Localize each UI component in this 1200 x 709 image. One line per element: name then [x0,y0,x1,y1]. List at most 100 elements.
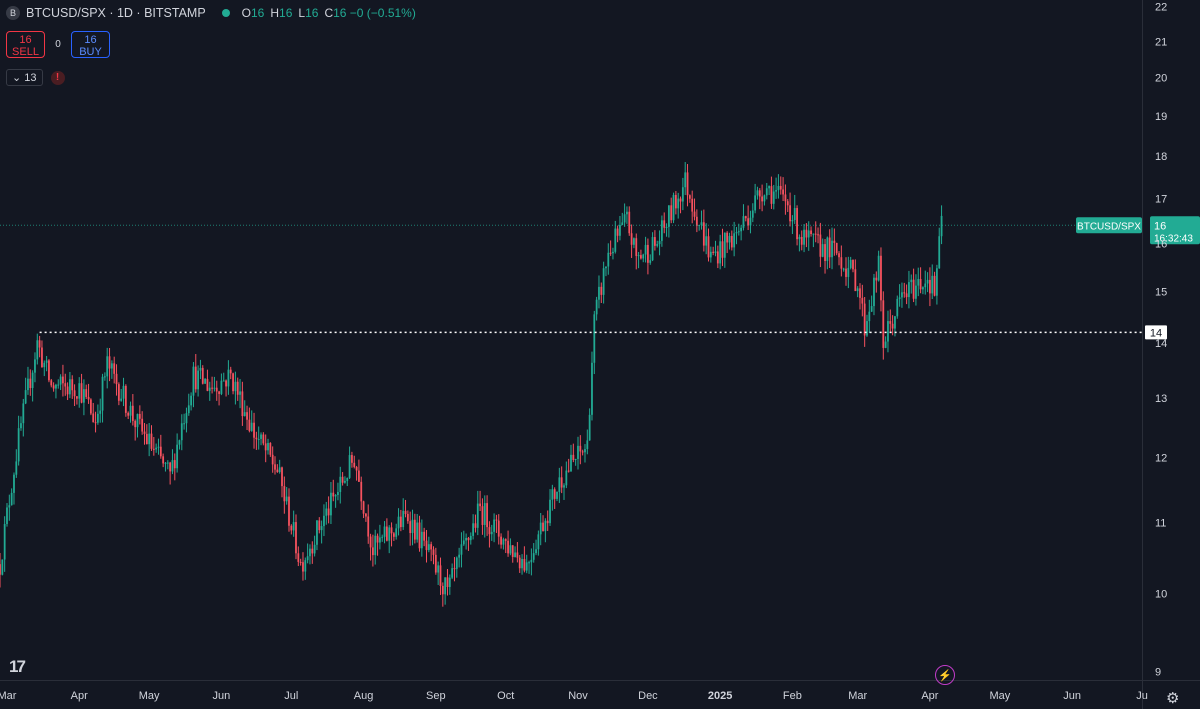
candle [691,190,694,224]
candle [749,210,752,234]
candle [903,282,906,298]
y-tick-label: 20 [1155,73,1167,85]
candle [3,516,6,572]
candle [99,398,102,423]
candle [756,186,759,200]
candle [423,527,426,547]
gear-icon[interactable]: ⚙ [1166,690,1180,707]
candle [889,309,892,333]
candle [681,177,684,211]
candle [905,284,908,305]
ohlc-low-label: L [298,6,306,20]
candle [337,482,339,501]
indicators-toggle-button[interactable]: ⌄ 13 [6,69,43,86]
candle [938,227,941,269]
candle [551,484,554,511]
svg-text:16: 16 [1154,220,1166,232]
symbol-title[interactable]: BTCUSD/SPX · 1D · BITSTAMP [26,6,206,20]
candle [761,184,764,212]
candle [122,377,125,407]
candle [378,524,381,550]
candle [318,517,321,534]
candle [344,476,346,484]
candle [628,206,631,236]
buy-button[interactable]: 16 BUY [71,31,110,58]
candle [199,359,202,380]
candle [413,513,416,544]
candle [253,412,255,449]
candle [667,205,670,238]
candle [544,518,547,543]
candle [910,274,913,294]
candle [106,347,109,389]
market-status-icon[interactable] [221,9,230,17]
candle [220,373,223,396]
candle [940,205,943,245]
sell-price: 16 [19,34,32,46]
candle [274,456,276,475]
candle [62,364,64,397]
candle [262,432,265,446]
candle [157,438,160,455]
candle [397,508,400,536]
candle [600,282,603,304]
candle [381,534,384,542]
candle [448,574,451,595]
candle [201,365,204,385]
candle [38,335,41,358]
ohlc-close-value: 16 −0 (−0.51%) [333,6,416,20]
candle [257,426,260,450]
candle [20,416,22,431]
candle [565,461,568,489]
candle [509,538,512,556]
candle [306,543,309,564]
candle [647,238,649,275]
price-axis[interactable]: 9 10 11 12 13 14 15 16 17 18 19 20 21 22 [1142,0,1168,709]
candle [579,435,582,465]
warning-icon[interactable]: ! [50,70,65,85]
flash-icon[interactable]: ⚡ [935,665,955,685]
candle [507,530,509,557]
ohlc-high-value: 16 [279,6,293,20]
candle [700,210,703,230]
sell-button[interactable]: 16 SELL [6,31,45,58]
candle [229,366,232,380]
candle [654,230,656,251]
candle [64,373,67,396]
candle [451,563,454,580]
candle [288,488,290,532]
tradingview-logo-icon[interactable]: 17 [9,657,26,676]
candle [791,215,794,234]
candle [616,225,619,243]
candle [511,545,514,563]
candle [754,183,757,214]
candle [255,431,258,450]
time-axis[interactable]: Mar Apr May Jun Jul Aug Sep Oct Nov Dec 2025 Feb Mar… [0,680,1200,703]
candle [672,192,675,224]
candle [239,378,241,409]
candle [162,453,165,468]
candle [425,530,428,563]
candle [686,164,689,207]
candle [859,283,861,310]
candle [204,378,206,384]
candle [55,383,57,399]
y-tick-label: 12 [1155,453,1167,465]
x-tick-label: Feb [783,690,802,702]
candle [702,209,705,252]
candle [488,521,491,548]
ohlc-low-value: 16 [305,6,319,20]
candle [57,379,60,389]
candle [309,544,311,565]
candle [880,247,882,312]
candle [677,192,680,219]
candle [127,411,130,420]
candle [493,513,495,543]
candle [465,533,468,550]
candle [500,533,502,549]
candle [59,374,62,391]
candle [607,243,610,275]
candle [581,449,584,456]
candle [633,237,635,249]
